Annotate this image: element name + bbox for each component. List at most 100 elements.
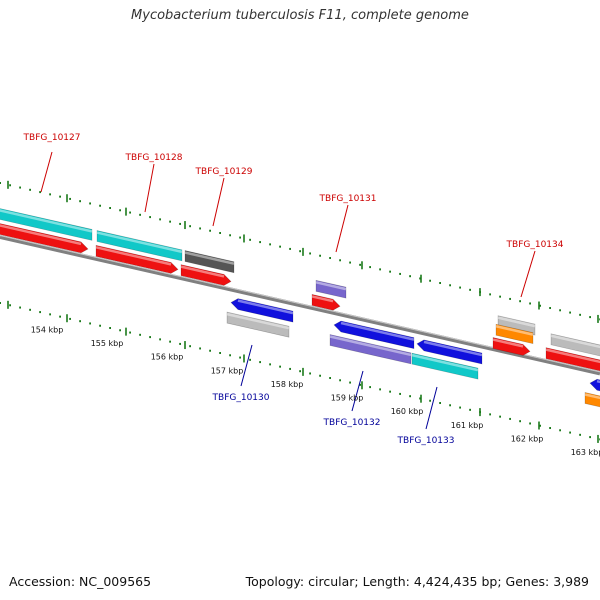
forward-scale-dot [9, 184, 11, 187]
gene-feature-10128-arrow [95, 244, 179, 274]
gene-feature-10130-cds-shine [226, 312, 290, 330]
reverse-scale-dot [9, 304, 11, 307]
gene-feature-10129-arrow [180, 264, 232, 286]
gene-label-TBFG_10132: TBFG_10132 [323, 418, 381, 428]
callout-line-TBFG_10128 [144, 163, 155, 213]
forward-scale-dot [149, 216, 151, 219]
forward-scale-dot [549, 307, 551, 310]
gene-feature-10132-arrow-shine [340, 321, 415, 341]
forward-scale-dot [359, 263, 361, 266]
forward-scale-dot [199, 227, 201, 230]
reverse-scale-dot [219, 352, 221, 355]
gene-feature-10128-cds [96, 230, 183, 262]
gene-feature-edge-cds [584, 392, 600, 408]
forward-scale-dot [89, 202, 91, 205]
reverse-scale-dot [559, 429, 561, 432]
reverse-scale-dot [519, 420, 521, 423]
tick-label: 160 kbp [391, 407, 424, 416]
gene-label-TBFG_10128: TBFG_10128 [125, 153, 183, 163]
reverse-scale-dot [499, 415, 501, 418]
gene-feature-10133-arrow-body [416, 339, 483, 365]
reverse-scale-dot [349, 381, 351, 384]
gene-label-TBFG_10127: TBFG_10127 [23, 133, 81, 143]
reverse-scale-dot [589, 436, 591, 439]
gene-feature-10132-cds-shine [329, 335, 412, 357]
gene-feature-10134-cds-a-shine [497, 316, 536, 328]
gene-feature-10131-cds-body [315, 279, 347, 299]
reverse-scale-dot [319, 374, 321, 377]
forward-scale-dot [29, 188, 31, 191]
forward-scale-dot [209, 229, 211, 232]
forward-scale-dot [79, 200, 81, 203]
forward-scale-dot [439, 282, 441, 285]
reverse-scale-dot [269, 363, 271, 366]
forward-scale-dot [59, 195, 61, 198]
tick-label: 159 kbp [331, 394, 364, 403]
reverse-scale-dot [279, 365, 281, 368]
reverse-scale-dot [249, 358, 251, 361]
gene-feature-10134-cds-b-body [495, 323, 534, 345]
reverse-scale-dot [489, 413, 491, 416]
reverse-scale-dot [139, 333, 141, 336]
tick-label: 162 kbp [511, 434, 544, 443]
forward-scale-dot [379, 268, 381, 271]
reverse-scale-dot [149, 336, 151, 339]
gene-feature-next-cds-shine [550, 334, 600, 349]
forward-scale-dot [369, 266, 371, 269]
gene-feature-10129-arrow-body [180, 264, 232, 286]
reverse-scale-dot [229, 354, 231, 357]
gene-feature-10134-cds-b-shine [495, 325, 534, 336]
forward-scale-dot [99, 204, 101, 207]
reverse-scale-dot [49, 313, 51, 316]
forward-scale-dot [509, 297, 511, 300]
forward-scale-dot [269, 243, 271, 246]
reverse-scale-dot [299, 370, 301, 373]
tick-label-layer: 154 kbp 155 kbp 156 kbp 157 kbp 158 kbp 159 k… [31, 325, 600, 457]
accession-text: Accession: NC_009565 [9, 574, 152, 589]
reverse-scale-dot [389, 390, 391, 393]
gene-feature-edge-arrow-body [589, 378, 600, 392]
gene-feature-10133-cds-body [411, 352, 479, 380]
forward-scale-dot [299, 250, 301, 253]
tick-label: 156 kbp [151, 353, 184, 362]
gene-feature-10128-arrow-body [95, 244, 179, 274]
tick-label: 154 kbp [31, 325, 64, 334]
topology-text: Topology: circular; Length: 4,424,435 bp… [245, 574, 589, 589]
gene-feature-10133-cds-shine [411, 353, 479, 372]
forward-scale-dot [419, 277, 421, 280]
reverse-scale-dot [189, 345, 191, 348]
gene-label-TBFG_10133: TBFG_10133 [397, 436, 455, 446]
forward-scale-dot [429, 279, 431, 282]
forward-scale-dot [349, 261, 351, 264]
forward-scale-dot [589, 316, 591, 319]
gene-feature-10134-cds-b [495, 323, 534, 345]
reverse-scale-dot [69, 317, 71, 320]
reverse-scale-dot [289, 367, 291, 370]
gene-label-TBFG_10134: TBFG_10134 [506, 240, 564, 250]
gene-feature-10132-arrow [333, 320, 415, 349]
reverse-scale-dot [529, 422, 531, 425]
forward-scale-dot [219, 232, 221, 235]
callout-layer: TBFG_10127 TBFG_10128 TBFG_10129 TBFG_10131… [23, 133, 564, 446]
reverse-scale-dot [0, 302, 1, 304]
reverse-scale-dot [29, 308, 31, 311]
forward-scale-dot [319, 254, 321, 257]
forward-scale-dot [459, 286, 461, 289]
callout-line-TBFG_10129 [212, 177, 225, 227]
forward-scale-dot [529, 302, 531, 305]
forward-scale-dot [169, 220, 171, 223]
forward-scale-dot [119, 209, 121, 212]
reverse-scale-dot [199, 347, 201, 350]
reverse-scale-dot [119, 329, 121, 332]
reverse-scale-dot [59, 315, 61, 318]
forward-scale-dot [129, 211, 131, 214]
forward-scale-dot [279, 245, 281, 248]
forward-scale-dot [449, 284, 451, 287]
reverse-scale-dot [409, 395, 411, 398]
reverse-scale-dot [439, 402, 441, 405]
forward-scale-dot [519, 300, 521, 303]
reverse-scale-dot [359, 383, 361, 386]
reverse-scale-dot [39, 311, 41, 314]
scale-dots [0, 180, 600, 443]
genome-backbone [0, 235, 600, 376]
